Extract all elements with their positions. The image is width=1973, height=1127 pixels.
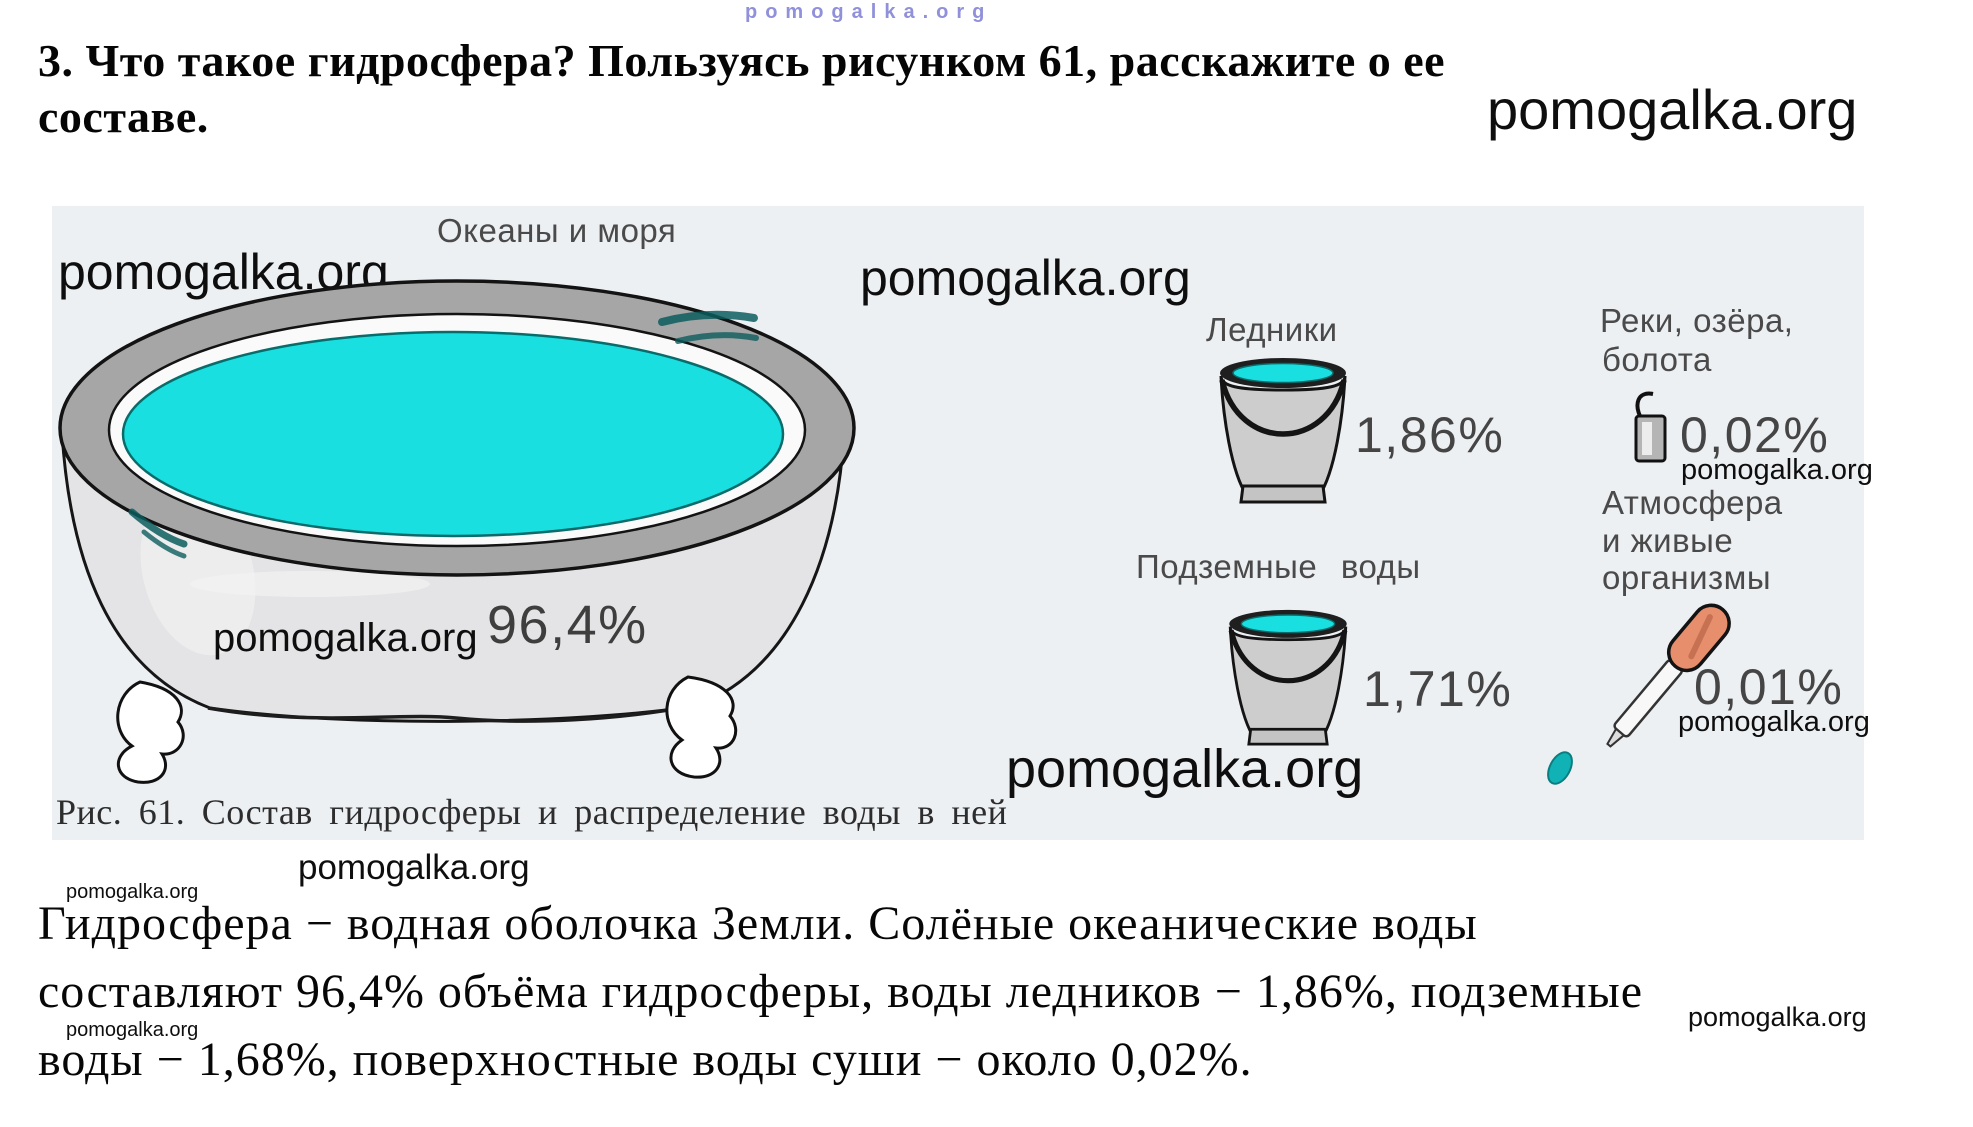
- rivers-percentage: 0,02%: [1680, 407, 1830, 463]
- underground-percentage: 1,71%: [1363, 661, 1513, 717]
- glaciers-label: Ледники: [1206, 311, 1338, 348]
- atmosphere-percentage: 0,01%: [1694, 659, 1844, 715]
- glaciers-bucket-icon: [1219, 358, 1347, 504]
- glaciers-percentage: 1,86%: [1355, 407, 1505, 463]
- underground-bucket-icon: [1228, 609, 1348, 746]
- watermark-figure-bottom: pomogalka.org: [1006, 739, 1364, 799]
- watermark-figure-middle: pomogalka.org: [860, 250, 1191, 306]
- water-drop-icon: [1547, 751, 1573, 785]
- rivers-label-line2: болота: [1602, 341, 1712, 378]
- question-title-line2: составе.: [38, 91, 209, 142]
- watering-can-icon: [1634, 391, 1667, 463]
- oceans-label: Океаны и моря: [437, 212, 677, 249]
- bathtub-icon: [58, 279, 856, 784]
- watermark-tiny-1: pomogalka.org: [66, 881, 199, 903]
- answer-line1: Гидросфера − водная оболочка Земли. Солё…: [38, 897, 1478, 950]
- watermark-top-violet: pomogalka.org: [745, 1, 993, 23]
- bathtub-foot-left: [116, 680, 185, 784]
- answer-line2: составляют 96,4% объёма гидросферы, воды…: [38, 965, 1644, 1018]
- atmosphere-label-line1: Атмосфера: [1602, 484, 1783, 521]
- watermark-inside-tub: pomogalka.org: [213, 616, 478, 660]
- question-title-line1: 3. Что такое гидросфера? Пользуясь рисун…: [38, 35, 1446, 86]
- oceans-percentage: 96,4%: [487, 595, 648, 655]
- answer-line3: воды − 1,68%, поверхностные воды суши − …: [38, 1033, 1253, 1086]
- watermark-under-atmosphere: pomogalka.org: [1678, 706, 1870, 738]
- watermark-bottom-right: pomogalka.org: [1688, 1002, 1867, 1032]
- watermark-tiny-2: pomogalka.org: [66, 1019, 199, 1041]
- underground-label: Подземные воды: [1136, 548, 1421, 585]
- bathtub-foot-right: [665, 675, 738, 779]
- watermark-under-rivers: pomogalka.org: [1681, 454, 1873, 486]
- pipette-icon: [1547, 603, 1731, 785]
- atmosphere-label-line2: и живые: [1602, 522, 1734, 559]
- atmosphere-label-line3: организмы: [1602, 559, 1772, 596]
- figure-caption: Рис. 61. Состав гидросферы и распределен…: [56, 792, 1008, 832]
- watermark-below-caption: pomogalka.org: [298, 848, 530, 887]
- rivers-label-line1: Реки, озёра,: [1600, 302, 1794, 339]
- watermark-top-right: pomogalka.org: [1487, 78, 1858, 141]
